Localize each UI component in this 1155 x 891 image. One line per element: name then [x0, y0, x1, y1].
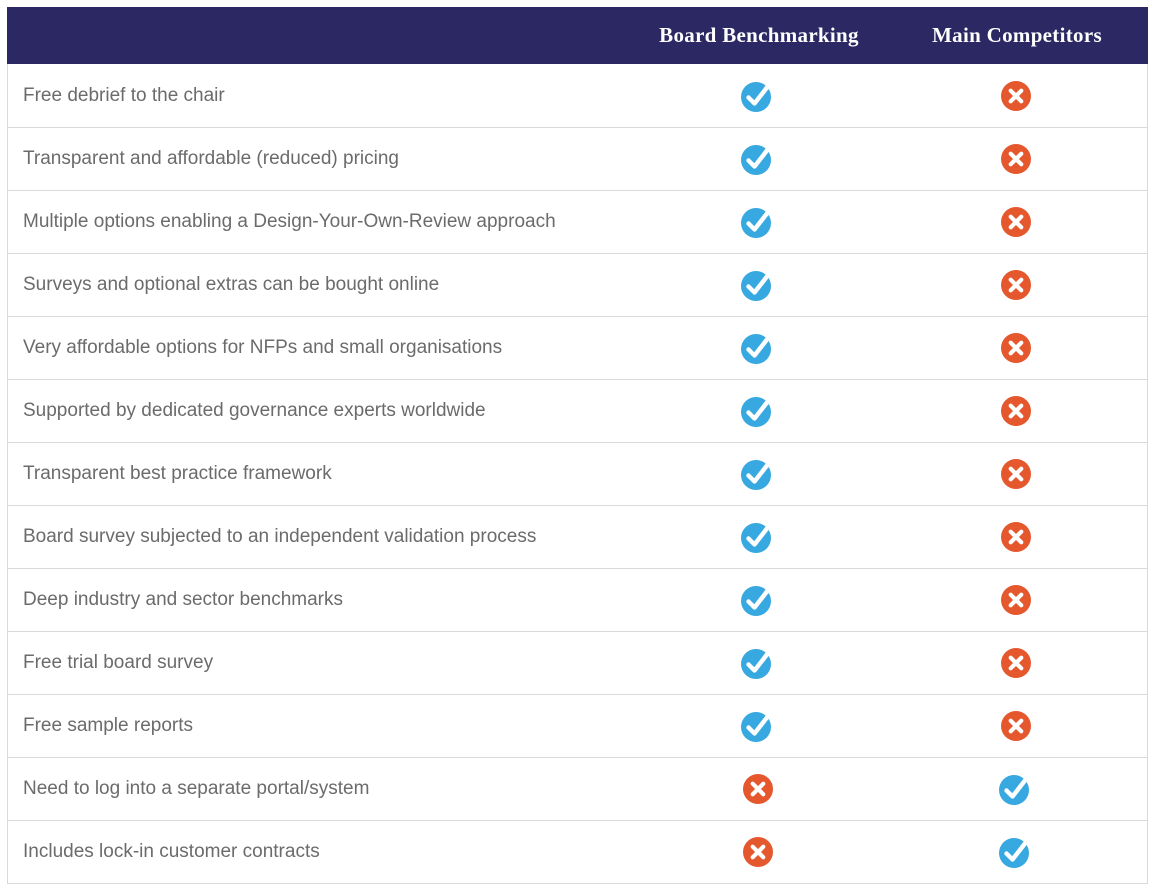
main-competitors-cell [885, 772, 1147, 806]
table-row: Free debrief to the chair [8, 64, 1147, 127]
table-row: Includes lock-in customer contracts [8, 820, 1147, 883]
feature-label: Transparent best practice framework [23, 463, 332, 485]
board-benchmarking-cell [631, 268, 885, 302]
cross-icon [1001, 333, 1031, 363]
check-icon [741, 397, 771, 427]
board-benchmarking-cell [631, 520, 885, 554]
comparison-table: Board Benchmarking Main Competitors Free… [7, 7, 1148, 884]
check-icon [741, 649, 771, 679]
cross-icon [1001, 711, 1031, 741]
main-competitors-cell [885, 520, 1147, 554]
main-competitors-cell [885, 394, 1147, 428]
column-header-main-competitors: Main Competitors [932, 23, 1102, 47]
board-benchmarking-cell [631, 79, 885, 113]
check-icon [999, 838, 1029, 868]
cross-icon [1001, 144, 1031, 174]
check-icon [999, 775, 1029, 805]
board-benchmarking-cell [631, 772, 885, 806]
cross-icon [743, 774, 773, 804]
table-row: Very affordable options for NFPs and sma… [8, 316, 1147, 379]
main-competitors-cell [885, 835, 1147, 869]
check-icon [741, 586, 771, 616]
board-benchmarking-cell [631, 835, 885, 869]
check-icon [741, 81, 771, 112]
board-benchmarking-cell [631, 205, 885, 239]
cross-icon [1001, 585, 1031, 615]
feature-label: Multiple options enabling a Design-Your-… [23, 211, 556, 233]
table-row: Transparent and affordable (reduced) pri… [8, 127, 1147, 190]
board-benchmarking-cell [631, 583, 885, 617]
check-icon [741, 208, 771, 238]
check-icon [741, 523, 771, 553]
cross-icon [1001, 396, 1031, 426]
table-row: Supported by dedicated governance expert… [8, 379, 1147, 442]
cross-icon [1001, 648, 1031, 678]
board-benchmarking-cell [631, 457, 885, 491]
feature-label: Free sample reports [23, 715, 194, 737]
feature-label: Very affordable options for NFPs and sma… [23, 337, 503, 359]
feature-label: Surveys and optional extras can be bough… [23, 274, 440, 296]
table-header: Board Benchmarking Main Competitors [7, 7, 1148, 64]
feature-label: Board survey subjected to an independent… [23, 526, 537, 548]
board-benchmarking-cell [631, 142, 885, 176]
table-row: Free sample reports [8, 694, 1147, 757]
check-icon [741, 460, 771, 490]
cross-icon [1001, 522, 1031, 552]
main-competitors-cell [885, 646, 1147, 680]
main-competitors-cell [885, 79, 1147, 113]
feature-label: Need to log into a separate portal/syste… [23, 778, 370, 800]
table-row: Surveys and optional extras can be bough… [8, 253, 1147, 316]
check-icon [741, 145, 771, 175]
board-benchmarking-cell [631, 394, 885, 428]
feature-label: Deep industry and sector benchmarks [23, 589, 343, 611]
main-competitors-cell [885, 331, 1147, 365]
main-competitors-cell [885, 709, 1147, 743]
cross-icon [1001, 207, 1031, 237]
cross-icon [1001, 80, 1031, 111]
table-row: Multiple options enabling a Design-Your-… [8, 190, 1147, 253]
column-header-board-benchmarking: Board Benchmarking [659, 23, 859, 47]
main-competitors-cell [885, 268, 1147, 302]
main-competitors-cell [885, 457, 1147, 491]
table-row: Board survey subjected to an independent… [8, 505, 1147, 568]
main-competitors-cell [885, 142, 1147, 176]
table-row: Free trial board survey [8, 631, 1147, 694]
board-benchmarking-cell [631, 709, 885, 743]
main-competitors-cell [885, 205, 1147, 239]
cross-icon [743, 837, 773, 867]
feature-label: Free debrief to the chair [23, 84, 225, 106]
table-row: Deep industry and sector benchmarks [8, 568, 1147, 631]
feature-label: Free trial board survey [23, 652, 214, 674]
cross-icon [1001, 459, 1031, 489]
table-row: Transparent best practice framework [8, 442, 1147, 505]
table-body: Free debrief to the chair Transparent an… [7, 64, 1148, 884]
check-icon [741, 334, 771, 364]
feature-label: Includes lock-in customer contracts [23, 841, 320, 863]
board-benchmarking-cell [631, 646, 885, 680]
check-icon [741, 712, 771, 742]
main-competitors-cell [885, 583, 1147, 617]
check-icon [741, 271, 771, 301]
feature-label: Transparent and affordable (reduced) pri… [23, 148, 400, 170]
feature-label: Supported by dedicated governance expert… [23, 400, 486, 422]
table-row: Need to log into a separate portal/syste… [8, 757, 1147, 820]
board-benchmarking-cell [631, 331, 885, 365]
cross-icon [1001, 270, 1031, 300]
